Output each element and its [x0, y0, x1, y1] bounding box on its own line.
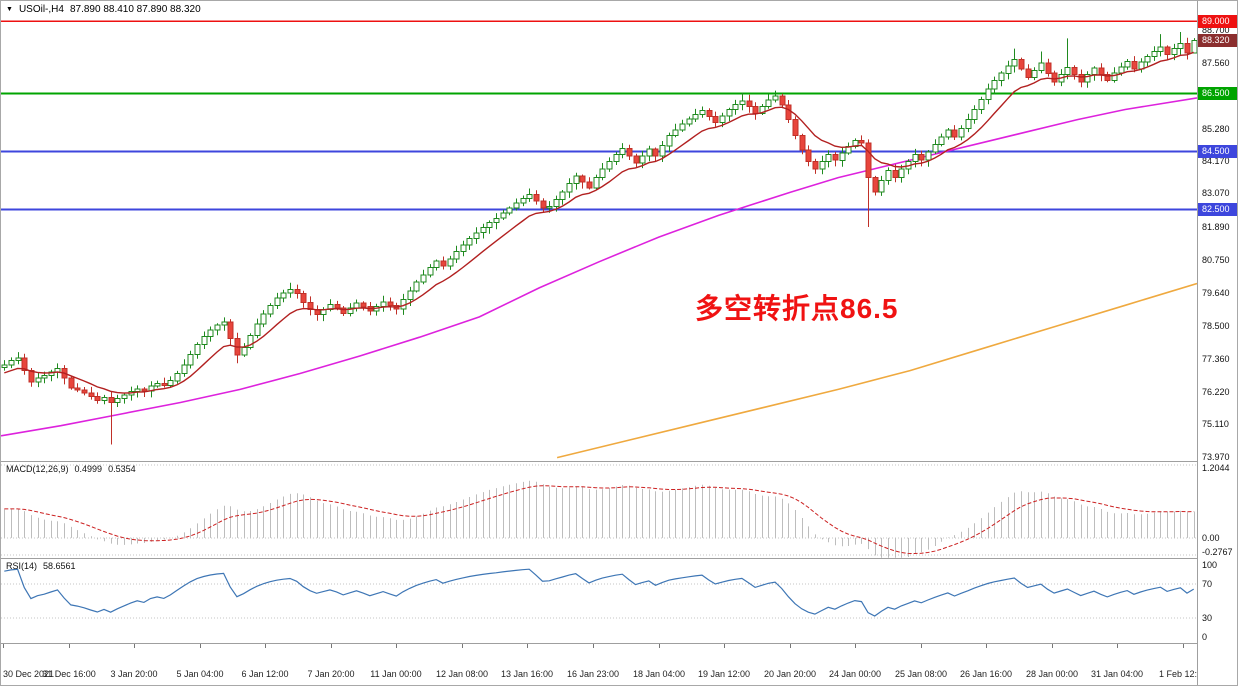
- macd-tick-label: -0.2767: [1202, 547, 1233, 557]
- rsi-chart: [1, 568, 1197, 619]
- rsi-panel[interactable]: RSI(14) 58.6561: [1, 559, 1197, 643]
- time-tick: [1117, 644, 1118, 648]
- time-label: 1 Feb 12:00: [1158, 669, 1208, 679]
- macd-gridlines: [1, 464, 1197, 556]
- macd-tick-label: 0.00: [1202, 533, 1220, 543]
- ma-slow-line: [556, 282, 1197, 459]
- time-label: 12 Jan 08:00: [435, 669, 489, 679]
- time-label: 25 Jan 08:00: [894, 669, 948, 679]
- macd-label: MACD(12,26,9) 0.4999 0.5354: [6, 464, 136, 474]
- price-tick-label: 83.070: [1202, 188, 1230, 198]
- chart-annotation-text[interactable]: 多空转折点86.5: [695, 293, 899, 324]
- rsi-tick-label: 100: [1202, 560, 1218, 570]
- time-tick: [855, 644, 856, 648]
- time-label: 24 Jan 00:00: [828, 669, 882, 679]
- time-tick: [921, 644, 922, 648]
- time-tick: [724, 644, 725, 648]
- price-badge: 82.500: [1198, 203, 1237, 216]
- price-tick-label: 79.640: [1202, 288, 1230, 298]
- macd-signal-line: [4, 485, 1194, 555]
- price-tick-label: 77.360: [1202, 354, 1230, 364]
- candlestick-chart: [1, 20, 1197, 459]
- ma-medium-line: [1, 97, 1197, 437]
- price-badge: 88.320: [1198, 34, 1237, 47]
- macd-value-main: 0.4999: [74, 464, 103, 474]
- price-badge: 84.500: [1198, 145, 1237, 158]
- hline-levels[interactable]: [1, 20, 1197, 211]
- ma-fast-line: [4, 51, 1194, 394]
- time-tick: [1052, 644, 1053, 648]
- time-tick: [200, 644, 201, 648]
- price-tick-label: 85.280: [1202, 124, 1230, 134]
- time-label: 13 Jan 16:00: [500, 669, 554, 679]
- chart-title-ohlc: 87.890 88.410 87.890 88.320: [69, 4, 201, 15]
- price-badge: 89.000: [1198, 15, 1237, 28]
- candles: [1, 32, 1197, 445]
- time-label: 6 Jan 12:00: [241, 669, 289, 679]
- rsi-line: [4, 568, 1195, 617]
- symbol-dropdown-icon[interactable]: ▼: [6, 5, 13, 13]
- time-label: 18 Jan 04:00: [632, 669, 686, 679]
- time-label: 7 Jan 20:00: [307, 669, 355, 679]
- time-tick: [986, 644, 987, 648]
- price-axis[interactable]: 88.700 87.560 85.280 84.170 83.070 81.890 80.7…: [1197, 1, 1237, 685]
- panel-separator[interactable]: [1, 643, 1237, 644]
- price-tick-label: 76.220: [1202, 387, 1230, 397]
- time-label: 26 Jan 16:00: [959, 669, 1013, 679]
- time-tick: [331, 644, 332, 648]
- price-tick-label: 73.970: [1202, 452, 1230, 462]
- time-label: 31 Jan 04:00: [1090, 669, 1144, 679]
- price-tick-label: 84.170: [1202, 156, 1230, 166]
- rsi-label: RSI(14) 58.6561: [6, 561, 76, 571]
- time-tick: [462, 644, 463, 648]
- time-tick: [659, 644, 660, 648]
- time-tick: [1183, 644, 1184, 648]
- panel-separator[interactable]: [1, 461, 1237, 462]
- time-label: 30 Dec 2021: [3, 669, 55, 679]
- time-label: 28 Jan 00:00: [1025, 669, 1079, 679]
- rsi-tick-label: 70: [1202, 579, 1213, 589]
- price-tick-label: 75.110: [1202, 419, 1229, 429]
- price-tick-label: 88.700: [1202, 25, 1230, 35]
- chart-title: ▼ USOil-,H4 87.890 88.410 87.890 88.320: [6, 4, 201, 15]
- time-label: 31 Dec 16:00: [42, 669, 96, 679]
- time-label: 16 Jan 23:00: [566, 669, 620, 679]
- chart-title-symbol: USOil-,H4: [18, 4, 64, 15]
- macd-histogram: [4, 480, 1195, 558]
- price-badge: 86.500: [1198, 87, 1237, 100]
- time-tick: [265, 644, 266, 648]
- time-axis[interactable]: 30 Dec 2021 31 Dec 16:00 3 Jan 20:00 5 Jan …: [1, 644, 1237, 685]
- time-label: 11 Jan 00:00: [370, 669, 422, 679]
- time-tick: [527, 644, 528, 648]
- time-tick: [396, 644, 397, 648]
- rsi-value: 58.6561: [43, 561, 76, 571]
- time-label: 20 Jan 20:00: [763, 669, 817, 679]
- price-tick-label: 78.500: [1202, 321, 1230, 331]
- macd-tick-label: 1.2044: [1202, 463, 1230, 473]
- price-tick-label: 87.560: [1202, 58, 1230, 68]
- macd-chart: [1, 464, 1197, 558]
- time-tick: [790, 644, 791, 648]
- macd-value-signal: 0.5354: [108, 464, 136, 474]
- panel-separator[interactable]: [1, 558, 1237, 559]
- time-tick: [3, 644, 4, 648]
- rsi-tick-label: 0: [1202, 632, 1208, 642]
- time-tick: [134, 644, 135, 648]
- rsi-levels: [1, 583, 1197, 619]
- time-tick: [69, 644, 70, 648]
- macd-name: MACD(12,26,9): [6, 464, 69, 474]
- rsi-name: RSI(14): [6, 561, 38, 571]
- macd-panel[interactable]: MACD(12,26,9) 0.4999 0.5354: [1, 462, 1197, 558]
- rsi-tick-label: 30: [1202, 613, 1213, 623]
- time-label: 3 Jan 20:00: [110, 669, 158, 679]
- time-label: 5 Jan 04:00: [176, 669, 224, 679]
- time-tick: [593, 644, 594, 648]
- time-label: 19 Jan 12:00: [697, 669, 751, 679]
- price-tick-label: 80.750: [1202, 255, 1230, 265]
- price-tick-label: 81.890: [1202, 222, 1230, 232]
- main-chart-panel[interactable]: ▼ USOil-,H4 87.890 88.410 87.890 88.320 …: [1, 1, 1197, 461]
